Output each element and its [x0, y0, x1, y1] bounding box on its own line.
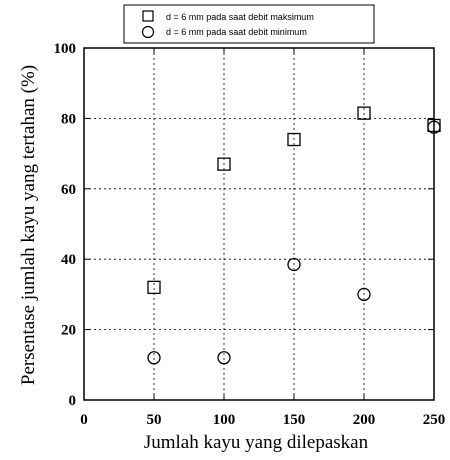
x-tick-label: 50 [147, 412, 162, 428]
y-axis-title: Persentase jumlah kayu yang tertahan (%) [18, 65, 39, 385]
grid-lines [84, 48, 434, 400]
data-point-square [287, 132, 301, 147]
legend-label-maksimum: d = 6 mm pada saat debit maksimum [166, 12, 314, 22]
legend: d = 6 mm pada saat debit maksimum d = 6 … [123, 4, 375, 44]
x-tick-label: 200 [353, 412, 376, 428]
data-point-circle [147, 351, 161, 365]
data-point-square [357, 106, 371, 120]
y-tick-labels: 0 20 40 60 80 100 [54, 41, 77, 409]
x-axis-title: Jumlah kayu yang dilepaskan [144, 432, 369, 453]
x-tick-label: 250 [423, 412, 446, 428]
x-tick-label: 0 [80, 412, 88, 428]
x-tick-label: 150 [283, 412, 306, 428]
tick-marks [83, 47, 435, 401]
data-point-square [147, 280, 161, 295]
data-point-circle [427, 120, 441, 134]
y-tick-label: 20 [61, 323, 76, 339]
y-tick-label: 100 [54, 41, 77, 57]
x-tick-label: 100 [213, 412, 236, 428]
y-tick-label: 80 [61, 111, 76, 127]
y-tick-label: 0 [69, 393, 77, 409]
data-point-circle [217, 351, 231, 365]
y-tick-label: 40 [61, 252, 76, 268]
data-point-square [217, 157, 231, 171]
data-point-circle [287, 257, 301, 272]
legend-box [123, 4, 375, 44]
plot-frame [83, 47, 435, 401]
legend-circle-marker-icon [141, 25, 155, 39]
data-point-circle [357, 287, 371, 302]
legend-square-marker-icon [142, 10, 154, 22]
x-tick-labels: 0 50 100 150 200 250 [80, 412, 445, 428]
data-points [147, 106, 441, 365]
legend-label-minimum: d = 6 mm pada saat debit minimum [166, 27, 307, 37]
y-tick-label: 60 [61, 182, 76, 198]
